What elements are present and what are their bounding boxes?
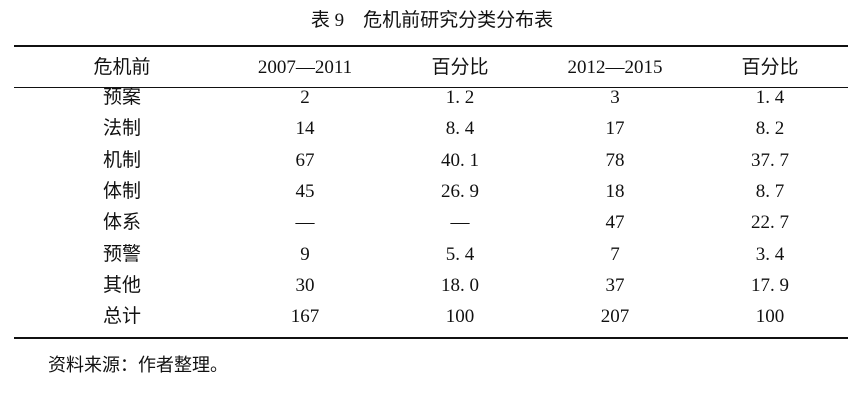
table-title: 表 9 危机前研究分类分布表 (310, 10, 554, 31)
table-cell: 78 (605, 149, 625, 171)
row-label: 法制 (102, 118, 142, 140)
table-cell: 207 (600, 306, 630, 328)
table-cell: 30 (295, 274, 315, 296)
table-cell: 26. 9 (441, 180, 479, 202)
bottom-rule (14, 337, 848, 339)
table-cell: 9 (300, 243, 310, 265)
table-cell: 3. 4 (755, 243, 785, 265)
table-cell: 37. 7 (751, 149, 789, 171)
header-cell: 2007—2011 (257, 57, 353, 78)
table-cell: 45 (295, 180, 315, 202)
table-cell: 18 (605, 180, 625, 202)
table-cell: 3 (610, 87, 620, 108)
row-label: 预警 (102, 243, 142, 265)
table-cell: 40. 1 (441, 149, 479, 171)
table-cell: 8. 4 (445, 118, 475, 140)
row-label: 预案 (102, 87, 142, 108)
table-cell: 67 (295, 149, 315, 171)
table-cell: 1. 4 (755, 87, 785, 108)
header-rule (14, 87, 848, 88)
header-cell: 2012—2015 (567, 57, 663, 78)
table-cell: 8. 2 (755, 118, 785, 140)
table-cell: 100 (755, 306, 785, 328)
row-label: 体系 (102, 212, 142, 234)
table-cell: 8. 7 (755, 180, 785, 202)
header-cell: 危机前 (93, 57, 151, 78)
table-cell: 5. 4 (445, 243, 475, 265)
table-cell: 1. 2 (445, 87, 475, 108)
source-note: 资料来源：作者整理。 (48, 355, 228, 375)
row-label: 体制 (102, 180, 142, 202)
table-cell: 18. 0 (441, 274, 479, 296)
table-cell: — (295, 212, 315, 234)
table-cell: 100 (445, 306, 475, 328)
table-cell: 14 (295, 118, 315, 140)
table-cell: 47 (605, 212, 625, 234)
top-rule (14, 45, 848, 47)
header-cell: 百分比 (431, 57, 489, 78)
row-label: 总计 (102, 306, 142, 328)
table-cell: 167 (290, 306, 320, 328)
table-cell: 17 (605, 118, 625, 140)
table-cell: 17. 9 (751, 274, 789, 296)
table-cell: 22. 7 (751, 212, 789, 234)
table-cell: 7 (610, 243, 620, 265)
header-cell: 百分比 (741, 57, 799, 78)
table-cell: 2 (300, 87, 310, 108)
table-cell: 37 (605, 274, 625, 296)
table-cell: — (450, 212, 470, 234)
row-label: 机制 (102, 149, 142, 171)
row-label: 其他 (102, 274, 142, 296)
